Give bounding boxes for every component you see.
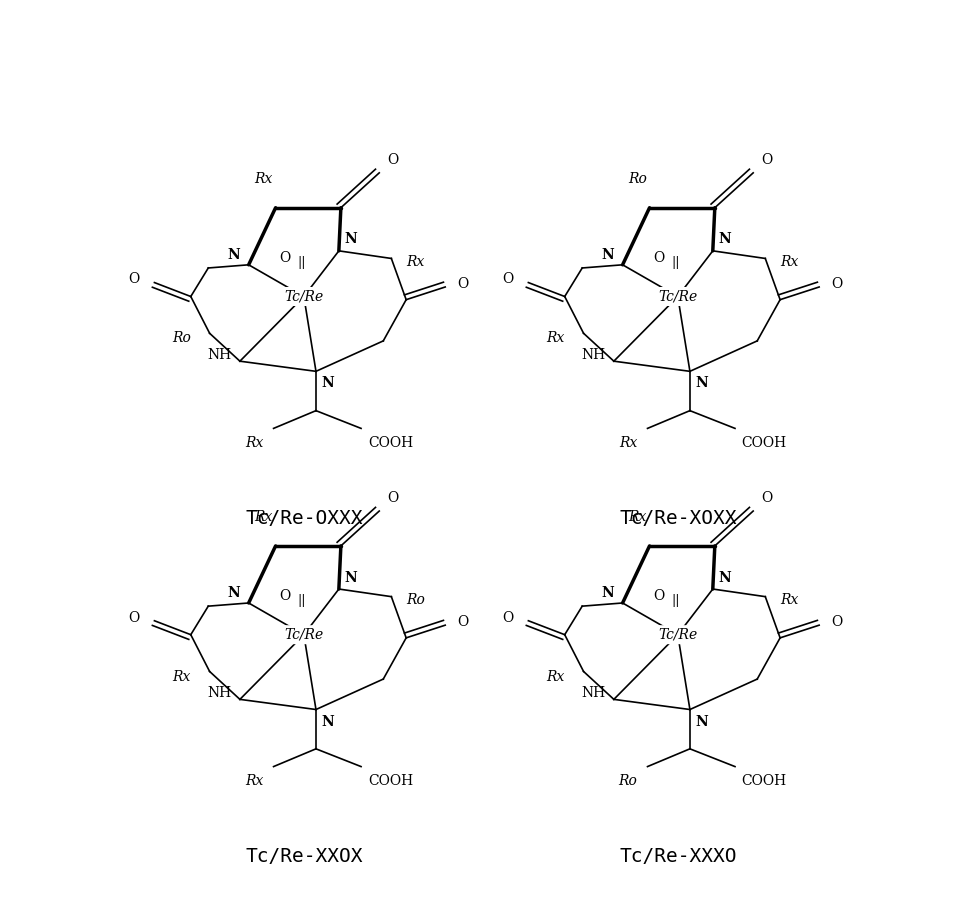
Text: O: O	[280, 589, 290, 603]
Text: Rx: Rx	[619, 436, 638, 450]
Text: N: N	[345, 232, 357, 246]
Text: O: O	[280, 251, 290, 264]
Text: Rx: Rx	[546, 331, 565, 345]
Text: N: N	[718, 232, 731, 246]
Text: Rx: Rx	[245, 774, 263, 788]
Text: ||: ||	[297, 594, 306, 607]
Text: ||: ||	[672, 255, 680, 269]
Text: COOH: COOH	[368, 774, 413, 788]
Text: Tc/Re-XXOX: Tc/Re-XXOX	[245, 847, 363, 867]
Text: Ro: Ro	[172, 331, 191, 345]
Text: Rx: Rx	[255, 510, 273, 523]
Text: Tc/Re-OXXX: Tc/Re-OXXX	[245, 509, 363, 528]
Text: Ro: Ro	[619, 774, 638, 788]
Text: Tc/Re: Tc/Re	[658, 628, 698, 641]
Text: NH: NH	[207, 686, 232, 700]
Text: Rx: Rx	[173, 670, 191, 684]
Text: Tc/Re-XOXX: Tc/Re-XOXX	[619, 509, 736, 528]
Text: N: N	[718, 571, 731, 585]
Text: COOH: COOH	[368, 436, 413, 450]
Text: O: O	[831, 615, 842, 629]
Text: COOH: COOH	[742, 436, 786, 450]
Text: Rx: Rx	[245, 436, 263, 450]
Text: ||: ||	[672, 594, 680, 607]
Text: O: O	[387, 153, 399, 167]
Text: O: O	[831, 277, 842, 291]
Text: O: O	[653, 251, 665, 264]
Text: Rx: Rx	[628, 510, 647, 523]
Text: O: O	[761, 490, 773, 505]
Text: N: N	[321, 715, 334, 728]
Text: NH: NH	[582, 348, 606, 361]
Text: N: N	[602, 248, 615, 263]
Text: Tc/Re: Tc/Re	[285, 289, 323, 304]
Text: Rx: Rx	[780, 254, 798, 269]
Text: O: O	[503, 610, 513, 625]
Text: Ro: Ro	[628, 171, 647, 186]
Text: N: N	[696, 376, 708, 391]
Text: O: O	[387, 490, 399, 505]
Text: O: O	[128, 610, 140, 625]
Text: Rx: Rx	[780, 593, 798, 607]
Text: Tc/Re: Tc/Re	[285, 628, 323, 641]
Text: N: N	[228, 248, 240, 263]
Text: N: N	[696, 715, 708, 728]
Text: N: N	[345, 571, 357, 585]
Text: Ro: Ro	[406, 593, 425, 607]
Text: Rx: Rx	[546, 670, 565, 684]
Text: O: O	[128, 273, 140, 286]
Text: O: O	[457, 277, 469, 291]
Text: NH: NH	[582, 686, 606, 700]
Text: Tc/Re-XXXO: Tc/Re-XXXO	[619, 847, 736, 867]
Text: N: N	[602, 587, 615, 600]
Text: Rx: Rx	[406, 254, 425, 269]
Text: Tc/Re: Tc/Re	[658, 289, 698, 304]
Text: O: O	[653, 589, 665, 603]
Text: N: N	[321, 376, 334, 391]
Text: N: N	[228, 587, 240, 600]
Text: Rx: Rx	[255, 171, 273, 186]
Text: O: O	[457, 615, 469, 629]
Text: COOH: COOH	[742, 774, 786, 788]
Text: O: O	[503, 273, 513, 286]
Text: ||: ||	[297, 255, 306, 269]
Text: NH: NH	[207, 348, 232, 361]
Text: O: O	[761, 153, 773, 167]
